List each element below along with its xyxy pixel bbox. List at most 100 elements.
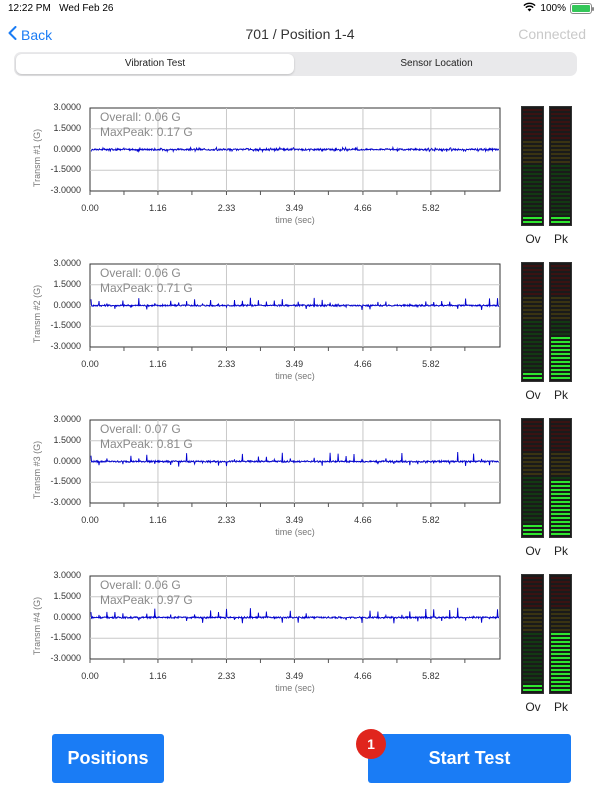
back-button[interactable]: Back bbox=[8, 26, 52, 43]
start-test-button[interactable]: Start Test bbox=[368, 734, 571, 783]
meter-segment bbox=[551, 221, 570, 223]
meter-segment bbox=[551, 689, 570, 691]
meter-segment bbox=[551, 493, 570, 495]
meter-segment bbox=[551, 181, 570, 183]
meter-segment bbox=[523, 477, 542, 479]
meter-segment bbox=[523, 493, 542, 495]
meter-segment bbox=[551, 581, 570, 583]
meter-segment bbox=[551, 137, 570, 139]
meter-segment bbox=[523, 361, 542, 363]
meter-segment bbox=[523, 649, 542, 651]
y-tick-label: -3.0000 bbox=[50, 653, 81, 663]
meter-segment bbox=[523, 529, 542, 531]
meter-segment bbox=[551, 189, 570, 191]
peak-level-meter bbox=[549, 418, 572, 538]
reading-overlay: Overall: 0.06 G MaxPeak: 0.17 G bbox=[100, 110, 193, 140]
meter-segment bbox=[523, 221, 542, 223]
max-peak-reading: MaxPeak: 0.97 G bbox=[100, 593, 193, 607]
meter-segment bbox=[551, 309, 570, 311]
status-date: Wed Feb 26 bbox=[59, 3, 114, 14]
overall-reading: Overall: 0.07 G bbox=[100, 422, 181, 436]
meter-segment bbox=[551, 681, 570, 683]
meter-segment bbox=[523, 133, 542, 135]
meter-segment bbox=[523, 489, 542, 491]
x-tick-label: 4.66 bbox=[354, 359, 372, 369]
peak-meter-label: Pk bbox=[553, 388, 568, 402]
meter-segment bbox=[523, 173, 542, 175]
meter-segment bbox=[551, 285, 570, 287]
meter-segment bbox=[551, 525, 570, 527]
meter-segment bbox=[551, 325, 570, 327]
meter-segment bbox=[551, 577, 570, 579]
reading-overlay: Overall: 0.07 G MaxPeak: 0.81 G bbox=[100, 422, 193, 452]
meter-segment bbox=[551, 517, 570, 519]
meter-segment bbox=[551, 453, 570, 455]
meter-segment bbox=[523, 317, 542, 319]
meter-segment bbox=[551, 169, 570, 171]
meter-segment bbox=[551, 297, 570, 299]
meter-segment bbox=[551, 281, 570, 283]
meter-segment bbox=[551, 125, 570, 127]
meter-segment bbox=[523, 157, 542, 159]
meter-segment bbox=[523, 473, 542, 475]
meter-segment bbox=[551, 165, 570, 167]
meter-segment bbox=[551, 265, 570, 267]
y-tick-label: 1.5000 bbox=[53, 278, 81, 289]
meter-segment bbox=[551, 353, 570, 355]
meter-segment bbox=[551, 349, 570, 351]
meter-segment bbox=[523, 433, 542, 435]
tab-sensor-location[interactable]: Sensor Location bbox=[400, 58, 473, 69]
meter-segment bbox=[523, 137, 542, 139]
meter-segment bbox=[523, 469, 542, 471]
meter-segment bbox=[551, 657, 570, 659]
y-tick-label: -1.5000 bbox=[50, 476, 81, 487]
meter-segment bbox=[523, 445, 542, 447]
meter-segment bbox=[523, 153, 542, 155]
meter-segment bbox=[523, 193, 542, 195]
meter-segment bbox=[551, 185, 570, 187]
meter-segment bbox=[523, 121, 542, 123]
meter-segment bbox=[551, 609, 570, 611]
meter-segment bbox=[523, 589, 542, 591]
meter-segment bbox=[523, 277, 542, 279]
meter-segment bbox=[523, 345, 542, 347]
meter-segment bbox=[551, 501, 570, 503]
x-axis-label: time (sec) bbox=[275, 527, 315, 537]
positions-button[interactable]: Positions bbox=[52, 734, 164, 783]
y-tick-label: 1.5000 bbox=[53, 590, 81, 601]
tab-vibration-test[interactable]: Vibration Test bbox=[16, 54, 294, 74]
meter-segment bbox=[551, 213, 570, 215]
meter-segment bbox=[523, 421, 542, 423]
meter-segment bbox=[523, 437, 542, 439]
battery-icon bbox=[570, 3, 594, 14]
meter-segment bbox=[551, 449, 570, 451]
meter-segment bbox=[551, 637, 570, 639]
chart-panel-2: Transm #2 (G) 3.0000 1.5000 0.0000 -1.5000 -3… bbox=[0, 254, 600, 404]
meter-segment bbox=[523, 441, 542, 443]
x-tick-label: 2.33 bbox=[217, 359, 236, 369]
peak-level-meter bbox=[549, 106, 572, 226]
meter-segment bbox=[523, 213, 542, 215]
meter-segment bbox=[523, 297, 542, 299]
x-tick-label: 0.00 bbox=[81, 359, 99, 369]
meter-segment bbox=[523, 669, 542, 671]
meter-segment bbox=[523, 329, 542, 331]
overall-meter-label: Ov bbox=[525, 232, 541, 246]
meter-segment bbox=[551, 429, 570, 431]
x-tick-label: 1.16 bbox=[149, 515, 167, 525]
meter-segment bbox=[523, 625, 542, 627]
meter-segment bbox=[551, 521, 570, 523]
chart-panel-4: Transm #4 (G) 3.0000 1.5000 0.0000 -1.5000 -3… bbox=[0, 566, 600, 716]
meter-segment bbox=[523, 109, 542, 111]
meter-segment bbox=[551, 613, 570, 615]
meter-segment bbox=[551, 685, 570, 687]
meter-segment bbox=[551, 337, 570, 339]
x-tick-label: 3.49 bbox=[285, 359, 304, 369]
meter-segment bbox=[551, 149, 570, 151]
meter-segment bbox=[551, 425, 570, 427]
y-tick-label: 3.0000 bbox=[53, 570, 81, 580]
meter-segment bbox=[551, 605, 570, 607]
meter-segment bbox=[551, 533, 570, 535]
meter-segment bbox=[523, 449, 542, 451]
y-tick-label: 3.0000 bbox=[53, 258, 81, 268]
